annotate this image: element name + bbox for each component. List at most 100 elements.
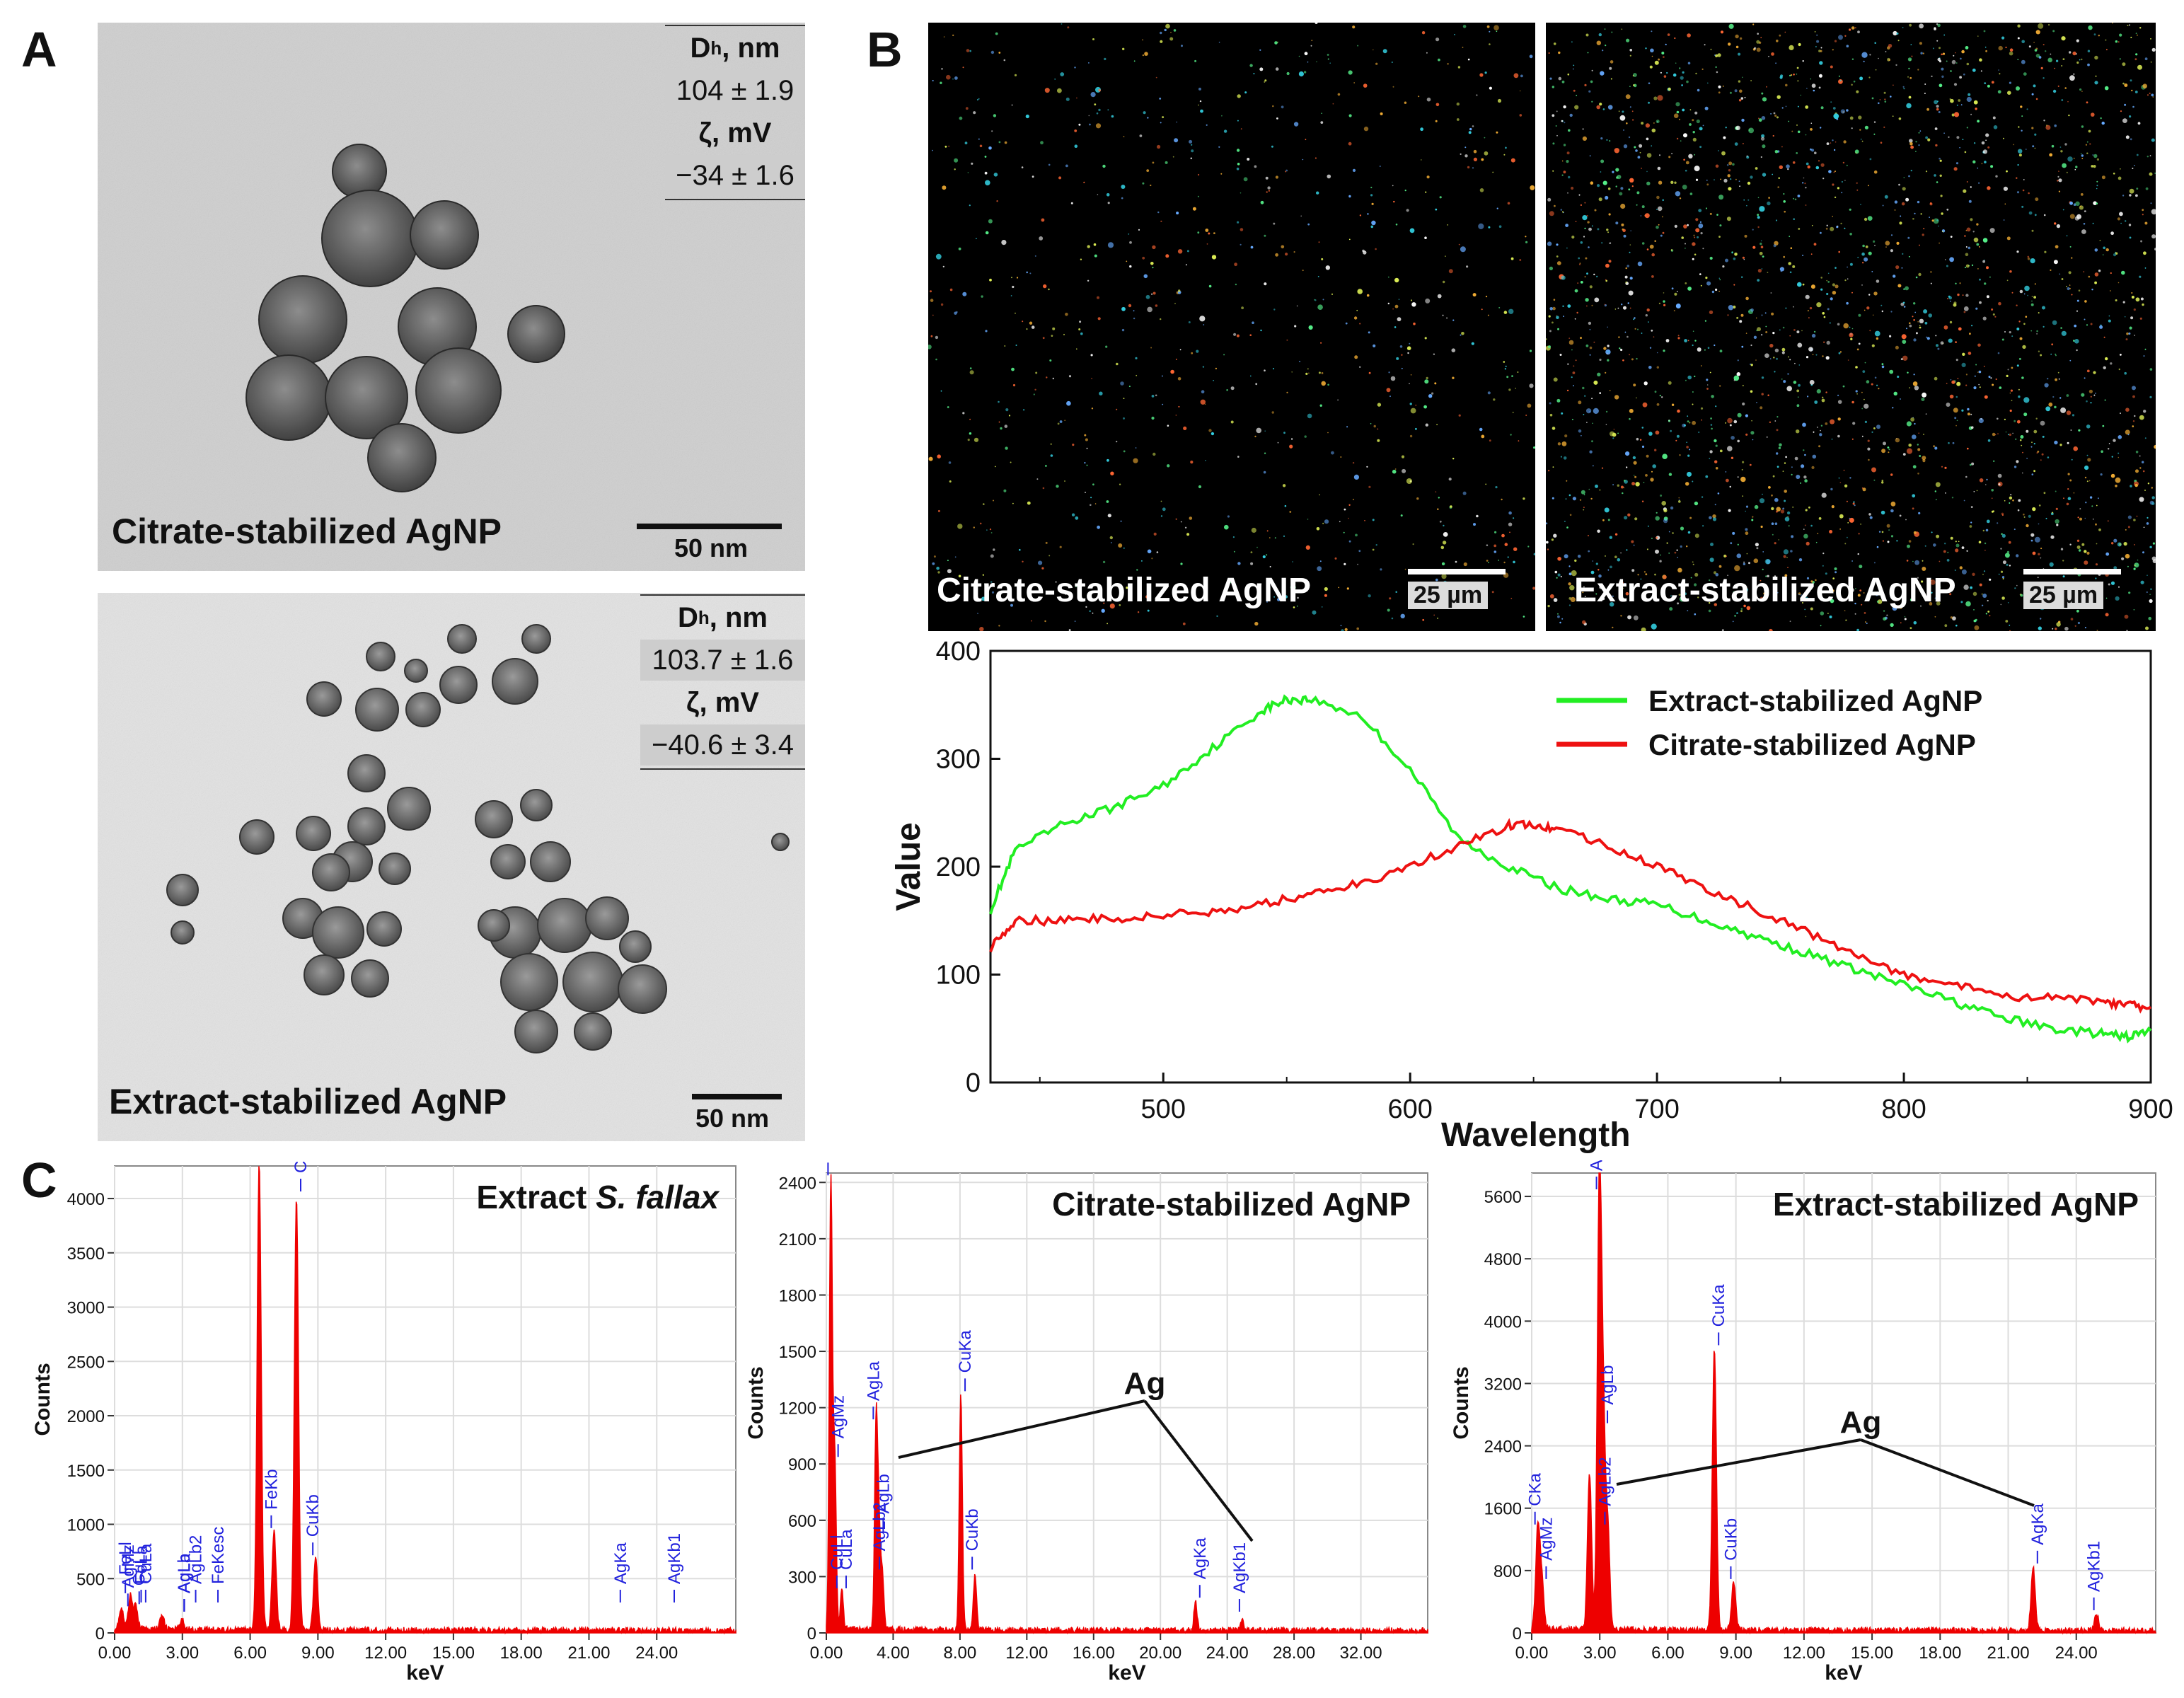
nanoparticle-dot <box>1623 129 1624 131</box>
nanoparticle-dot <box>1752 229 1754 231</box>
nanoparticle-dot <box>2098 529 2101 531</box>
nanoparticle-dot <box>1151 395 1155 398</box>
nanoparticle-dot <box>1813 243 1817 246</box>
nanoparticle-dot <box>1284 504 1287 507</box>
nanoparticle-dot <box>1784 462 1786 464</box>
dh-value: 103.7 ± 1.6 <box>640 640 805 681</box>
nanoparticle-dot <box>1876 337 1879 340</box>
nanoparticle-dot <box>1767 394 1769 396</box>
nanoparticle-dot <box>1900 398 1901 400</box>
nanoparticle-dot <box>1352 462 1355 464</box>
nanoparticle-dot <box>1578 400 1582 405</box>
x-tick-label: 0.00 <box>1515 1644 1549 1663</box>
nanoparticle-dot <box>944 145 947 148</box>
nanoparticle-dot <box>1674 224 1677 228</box>
nanoparticle-dot <box>1473 157 1477 161</box>
nanoparticle-dot <box>1636 204 1638 206</box>
nanoparticle-dot <box>1654 573 1656 576</box>
x-axis-label: keV <box>406 1661 444 1685</box>
nanoparticle-dot <box>1452 319 1455 321</box>
nanoparticle-dot <box>1191 144 1193 146</box>
nanoparticle-dot <box>1315 299 1317 301</box>
nanoparticle-dot <box>2115 299 2117 301</box>
eds-spectrum <box>1531 1172 2156 1635</box>
nanoparticle-dot <box>1837 434 1840 438</box>
nanoparticle-dot <box>2045 50 2047 52</box>
nanoparticle-dot <box>1758 117 1760 120</box>
y-tick-label: 3200 <box>1484 1375 1522 1394</box>
nanoparticle-dot <box>1946 208 1949 211</box>
nanoparticle-dot <box>1913 338 1917 342</box>
nanoparticle-dot <box>1363 83 1368 88</box>
nanoparticle-dot <box>1178 289 1181 292</box>
nanoparticle-dot <box>2149 155 2151 156</box>
nanoparticle-dot <box>1561 80 1565 83</box>
nanoparticle-dot <box>1716 214 1718 216</box>
nanoparticle-dot <box>1857 594 1861 597</box>
nanoparticle-dot <box>1710 543 1714 546</box>
nanoparticle-dot <box>1942 231 1943 232</box>
nanoparticle-dot <box>1969 333 1971 335</box>
nanoparticle-dot <box>1600 71 1605 76</box>
nanoparticle-dot <box>1742 76 1743 79</box>
nanoparticle-dot <box>1709 602 1711 604</box>
nanoparticle-dot <box>1629 106 1631 108</box>
nanoparticle-dot <box>1755 167 1758 170</box>
nanoparticle-dot <box>1283 535 1285 538</box>
nanoparticle-dot <box>1571 186 1574 190</box>
nanoparticle-dot <box>979 144 983 148</box>
nanoparticle-dot <box>1584 227 1586 229</box>
y-axis-label: Value <box>890 822 928 911</box>
nanoparticle-dot <box>1856 182 1858 184</box>
nanoparticle-dot <box>1922 560 1924 562</box>
nanoparticle-dot <box>1893 84 1894 86</box>
nanoparticle-dot <box>2087 458 2091 462</box>
nanoparticle-dot <box>1116 408 1118 410</box>
nanoparticle-dot <box>1785 307 1787 309</box>
nanoparticle-dot <box>1003 489 1007 492</box>
nanoparticle-dot <box>1051 335 1053 337</box>
nanoparticle-dot <box>1583 509 1585 511</box>
nanoparticle-dot <box>1874 245 1876 246</box>
nanoparticle-dot <box>1967 447 1969 450</box>
nanoparticle-dot <box>1569 113 1573 117</box>
nanoparticle-dot <box>1563 144 1566 146</box>
nanoparticle-dot <box>1585 33 1589 37</box>
nanoparticle-dot <box>1698 431 1700 434</box>
nanoparticle-dot <box>1774 371 1776 373</box>
nanoparticle-dot <box>2117 176 2122 180</box>
nanoparticle-dot <box>1646 153 1652 158</box>
nanoparticle-dot <box>1849 517 1854 523</box>
nanoparticle-dot <box>1186 250 1189 253</box>
nanoparticle-dot <box>1776 591 1779 594</box>
nanoparticle-dot <box>1895 265 1900 270</box>
nanoparticle-dot <box>1461 332 1464 335</box>
nanoparticle-dot <box>2031 93 2034 96</box>
nanoparticle-dot <box>2098 270 2101 272</box>
nanoparticle-dot <box>1659 560 1662 562</box>
nanoparticle-dot <box>2032 507 2036 512</box>
nanoparticle-dot <box>1847 266 1848 268</box>
nanoparticle-dot <box>1854 27 1856 29</box>
nanoparticle-dot <box>2000 570 2004 573</box>
nanoparticle-dot <box>2064 87 2067 89</box>
nanoparticle-dot <box>1772 134 1774 137</box>
nanoparticle-dot <box>1900 622 1902 624</box>
nanoparticle-dot <box>1762 568 1764 571</box>
nanoparticle-dot <box>1934 446 1938 450</box>
nanoparticle-dot <box>1825 572 1827 575</box>
nanoparticle-dot <box>1425 191 1427 193</box>
nanoparticle-dot <box>2009 51 2013 56</box>
nanoparticle-dot <box>1348 504 1351 506</box>
nanoparticle-dot <box>1709 450 1713 454</box>
nanoparticle-dot <box>1230 582 1231 584</box>
nanoparticle-dot <box>2028 514 2031 518</box>
nanoparticle-dot <box>1905 286 1909 291</box>
nanoparticle-dot <box>1622 492 1624 495</box>
nanoparticle-dot <box>1289 444 1293 449</box>
nanoparticle-dot <box>1835 171 1836 173</box>
nanoparticle-dot <box>930 290 932 293</box>
nanoparticle-dot <box>1259 67 1264 71</box>
nanoparticle-dot <box>990 532 993 533</box>
nanoparticle-dot <box>2113 253 2117 257</box>
